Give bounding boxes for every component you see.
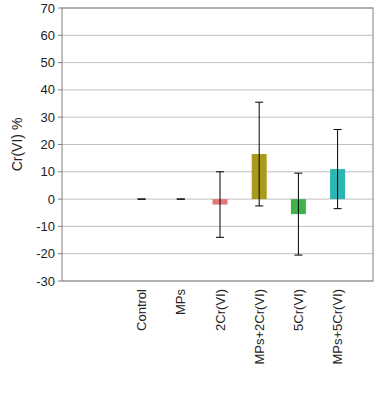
x-tick-label: Control (134, 289, 149, 331)
error-bar (255, 102, 263, 206)
grid-line (62, 62, 373, 63)
error-bar (138, 199, 146, 200)
error-stem (220, 172, 221, 238)
y-tick-label: 30 (41, 110, 55, 125)
error-cap (294, 173, 302, 174)
y-tick (58, 199, 62, 200)
error-cap (255, 102, 263, 103)
y-tick (58, 253, 62, 254)
error-cap (334, 208, 342, 209)
bars (138, 102, 346, 255)
y-tick-label: 50 (41, 55, 55, 70)
error-cap (138, 199, 146, 200)
chart-container: -30 -20 -10 0 10 20 30 40 50 60 70 Cr(VI) % Control M… (0, 0, 382, 400)
error-cap (177, 199, 185, 200)
y-tick (58, 8, 62, 9)
grid-line (62, 89, 373, 90)
y-tick (58, 226, 62, 227)
x-tick-label: MPs+2Cr(VI) (252, 289, 267, 364)
y-tick (58, 62, 62, 63)
y-axis-label: Cr(VI) % (9, 118, 25, 172)
y-tick-label: -30 (36, 274, 55, 289)
grid-line (62, 253, 373, 254)
grid-line (62, 226, 373, 227)
error-cap (294, 255, 302, 256)
x-tick-label: MPs+5Cr(VI) (330, 289, 345, 364)
y-tick-label: 60 (41, 28, 55, 43)
y-tick (58, 89, 62, 90)
error-cap (334, 129, 342, 130)
x-tick-label: 5Cr(VI) (291, 289, 306, 331)
bar (173, 199, 188, 200)
error-stem (298, 173, 299, 255)
y-tick-label: 40 (41, 82, 55, 97)
grid-line (62, 144, 373, 145)
y-tick (58, 171, 62, 172)
x-tick-label: MPs (173, 289, 188, 316)
y-tick-label: 0 (48, 192, 55, 207)
plot-frame (62, 8, 373, 281)
y-tick (58, 144, 62, 145)
error-stem (337, 129, 338, 208)
y-tick (58, 35, 62, 36)
y-tick-label: 70 (41, 1, 55, 16)
error-cap (177, 199, 185, 200)
error-bar (294, 173, 302, 255)
error-cap (255, 205, 263, 206)
grid-line (62, 117, 373, 118)
y-tick (58, 281, 62, 282)
y-tick (58, 117, 62, 118)
x-tick-label: 2Cr(VI) (213, 289, 228, 331)
error-bar (177, 199, 185, 200)
chart-svg: -30 -20 -10 0 10 20 30 40 50 60 70 Cr(VI) % Control M… (0, 0, 382, 400)
error-cap (216, 171, 224, 172)
y-tick-label: 20 (41, 137, 55, 152)
error-cap (138, 199, 146, 200)
bar (134, 199, 149, 200)
error-bar (334, 129, 342, 208)
error-stem (259, 102, 260, 206)
error-bar (216, 172, 224, 238)
y-tick-label: -20 (36, 246, 55, 261)
y-tick-label: -10 (36, 219, 55, 234)
grid-line (62, 171, 373, 172)
y-tick-label: 10 (41, 164, 55, 179)
grid-line (62, 35, 373, 36)
error-cap (216, 237, 224, 238)
